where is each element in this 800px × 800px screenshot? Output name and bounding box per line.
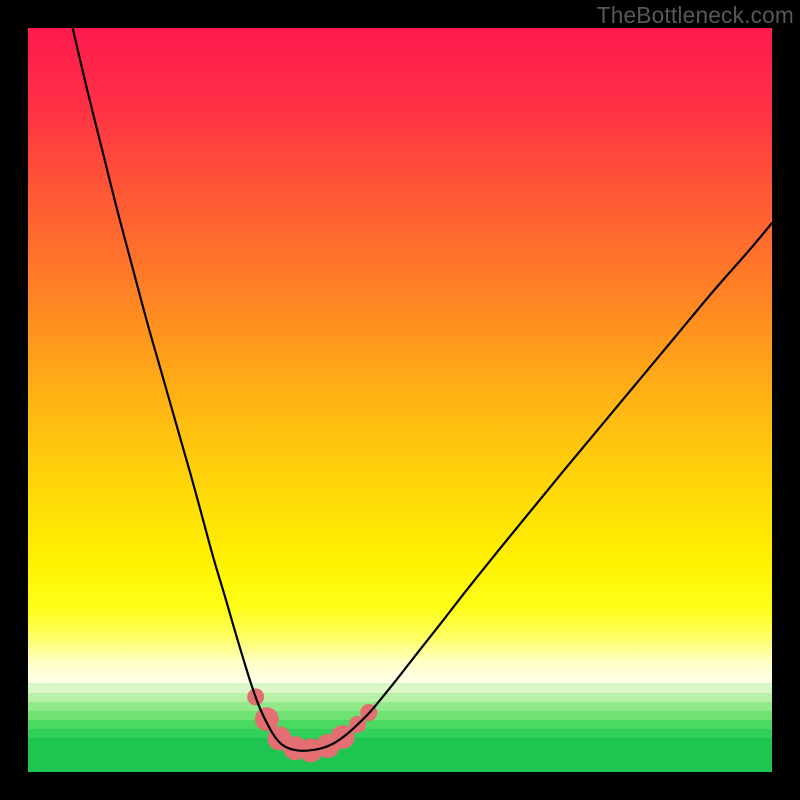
plot-area	[28, 28, 772, 772]
chart-svg	[28, 28, 772, 772]
bottleneck-curve	[73, 28, 772, 751]
chart-frame: TheBottleneck.com	[0, 0, 800, 800]
watermark-text: TheBottleneck.com	[597, 2, 794, 29]
